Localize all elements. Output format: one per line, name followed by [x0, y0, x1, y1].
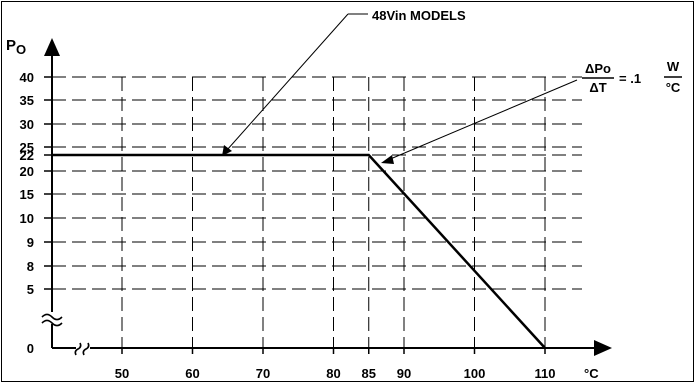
y-tick-label: 22: [20, 148, 34, 163]
x-break-wave: [74, 342, 82, 356]
x-break-wave: [82, 342, 90, 356]
unit-numerator: W: [667, 59, 680, 74]
y-tick-label: 5: [27, 282, 34, 297]
series-group: [52, 153, 546, 349]
y-break-wave: [41, 313, 63, 321]
x-axis-break: [74, 340, 90, 356]
y-tick-label: 9: [27, 235, 34, 250]
x-tick-label: 80: [326, 366, 340, 381]
x-axis-arrow: [594, 340, 612, 356]
x-tick-label: 90: [397, 366, 411, 381]
grid-lines: [52, 76, 582, 348]
y-break-wave: [41, 319, 63, 327]
y-tick-label: 10: [20, 211, 34, 226]
slope-denominator: ΔT: [589, 80, 606, 95]
y-tick-label: 0: [27, 341, 34, 356]
axes: [40, 38, 612, 356]
slope-value: = .1: [619, 71, 641, 86]
slope-leader: [387, 79, 578, 161]
slope-numerator: ΔPo: [585, 61, 611, 76]
y-tick-label: 35: [20, 93, 34, 108]
y-axis-break: [40, 312, 64, 327]
x-tick-label: 100: [464, 366, 486, 381]
x-tick-label: 110: [535, 366, 556, 381]
slope-arrowhead: [381, 155, 394, 164]
y-tick-label: 30: [20, 117, 34, 132]
models-arrowhead: [222, 145, 232, 156]
y-tick-label: 40: [20, 70, 34, 85]
y-tick-label: 15: [20, 187, 34, 202]
x-tick-label: 60: [185, 366, 199, 381]
y-tick-label: 25: [20, 140, 34, 155]
models-leader: [226, 13, 349, 151]
x-break-gap: [76, 340, 90, 356]
x-axis-unit: °C: [584, 366, 599, 381]
x-tick-label: 50: [115, 366, 129, 381]
y-axis-arrow: [44, 38, 60, 56]
y-axis-label: PO: [6, 37, 26, 57]
y-axis-label-sub: O: [16, 42, 26, 57]
y-tick-label: 8: [27, 259, 34, 274]
unit-denominator: °C: [666, 80, 681, 95]
derating-curve: [52, 153, 546, 349]
y-tick-label: 20: [20, 164, 34, 179]
x-tick-label: 70: [256, 366, 270, 381]
models-label: 48Vin MODELS: [372, 8, 466, 23]
x-tick-label: 85: [362, 366, 376, 381]
annotations: 48Vin MODELS ΔPo ΔT = .1 W °C: [222, 8, 682, 164]
